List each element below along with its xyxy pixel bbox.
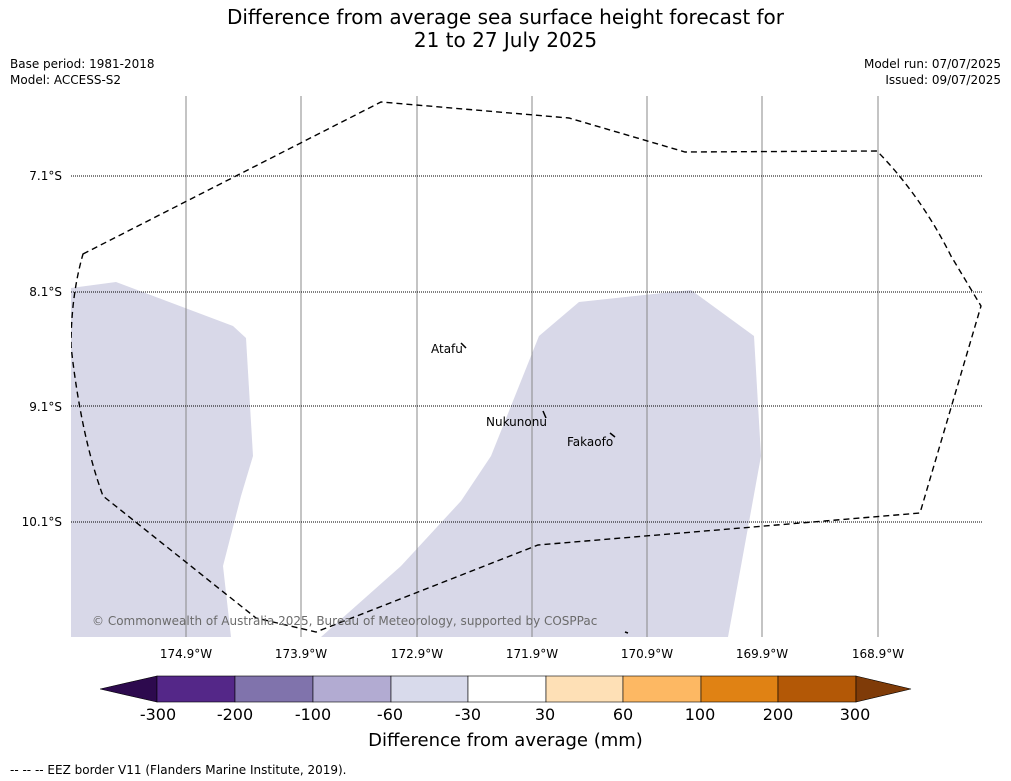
lon-label-174-9w: 174.9°W: [159, 647, 213, 661]
lon-label-168-9w: 168.9°W: [851, 647, 905, 661]
lon-label-171-9w: 171.9°W: [505, 647, 559, 661]
model-run-text: Model run: 07/07/2025: [863, 57, 1001, 71]
colorbar-bin-4: [390, 675, 469, 703]
meridian-lines: [185, 96, 879, 637]
lon-label-173-9w: 173.9°W: [274, 647, 328, 661]
lat-label-10-1s: 10.1°S: [21, 515, 62, 529]
colorbar-bin-6: [545, 675, 624, 703]
atafu-island-mark: [460, 342, 467, 349]
colorbar-bin-8: [700, 675, 779, 703]
colorbar-bin-9: [777, 675, 857, 703]
title-line-2: 21 to 27 July 2025: [413, 28, 598, 52]
fakaofo-island-mark: [609, 432, 616, 438]
anomaly-region-east: [321, 290, 761, 637]
colorbar: [100, 675, 912, 703]
lat-label-9-1s: 9.1°S: [29, 400, 62, 414]
colorbar-tick-200: 200: [762, 705, 794, 724]
map-canvas: [71, 96, 982, 637]
colorbar-bin-3: [312, 675, 392, 703]
eez-border: [71, 101, 982, 633]
colorbar-tick-60: 60: [612, 705, 634, 724]
lat-label-8-1s: 8.1°S: [29, 285, 62, 299]
lon-label-169-9w: 169.9°W: [735, 647, 789, 661]
issued-text: Issued: 09/07/2025: [885, 73, 1001, 87]
colorbar-bin-1: [156, 675, 236, 703]
colorbar-extend-high: [855, 675, 912, 703]
colorbar-tick-minus-60: -60: [376, 705, 404, 724]
colorbar-tick-minus-100: -100: [294, 705, 332, 724]
lat-label-7-1s: 7.1°S: [29, 169, 62, 183]
model-text: Model: ACCESS-S2: [10, 73, 122, 87]
colorbar-tick-100: 100: [684, 705, 716, 724]
map-panel: [71, 96, 982, 637]
lon-label-172-9w: 172.9°W: [390, 647, 444, 661]
colorbar-label: Difference from average (mm): [368, 730, 643, 751]
meta-right: Model run: 07/07/2025 Issued: 09/07/2025: [864, 56, 1001, 88]
colorbar-bin-7: [622, 675, 702, 703]
anomaly-region-west: [71, 282, 253, 637]
title-line-1: Difference from average sea surface heig…: [226, 5, 785, 29]
colorbar-tick-minus-200: -200: [216, 705, 254, 724]
place-label-nukunonu: Nukunonu: [486, 415, 547, 429]
meta-left: Base period: 1981-2018 Model: ACCESS-S2: [10, 56, 155, 88]
colorbar-bin-2: [234, 675, 314, 703]
eez-legend-note: -- -- -- EEZ border V11 (Flanders Marine…: [10, 763, 347, 777]
base-period-text: Base period: 1981-2018: [10, 57, 155, 71]
swains-island-mark: [624, 631, 629, 634]
colorbar-bin-5: [467, 675, 547, 703]
map-title: Difference from average sea surface heig…: [0, 6, 1011, 52]
colorbar-tick-minus-300: -300: [139, 705, 177, 724]
copyright-text: © Commonwealth of Australia 2025, Bureau…: [92, 614, 598, 628]
colorbar-tick-minus-30: -30: [454, 705, 482, 724]
colorbar-extend-low: [100, 675, 158, 703]
place-label-fakaofo: Fakaofo: [567, 435, 614, 449]
colorbar-tick-300: 300: [839, 705, 871, 724]
lon-label-170-9w: 170.9°W: [620, 647, 674, 661]
colorbar-tick-30: 30: [534, 705, 556, 724]
nukunonu-island-mark: [542, 410, 547, 419]
place-label-atafu: Atafu: [431, 342, 463, 356]
